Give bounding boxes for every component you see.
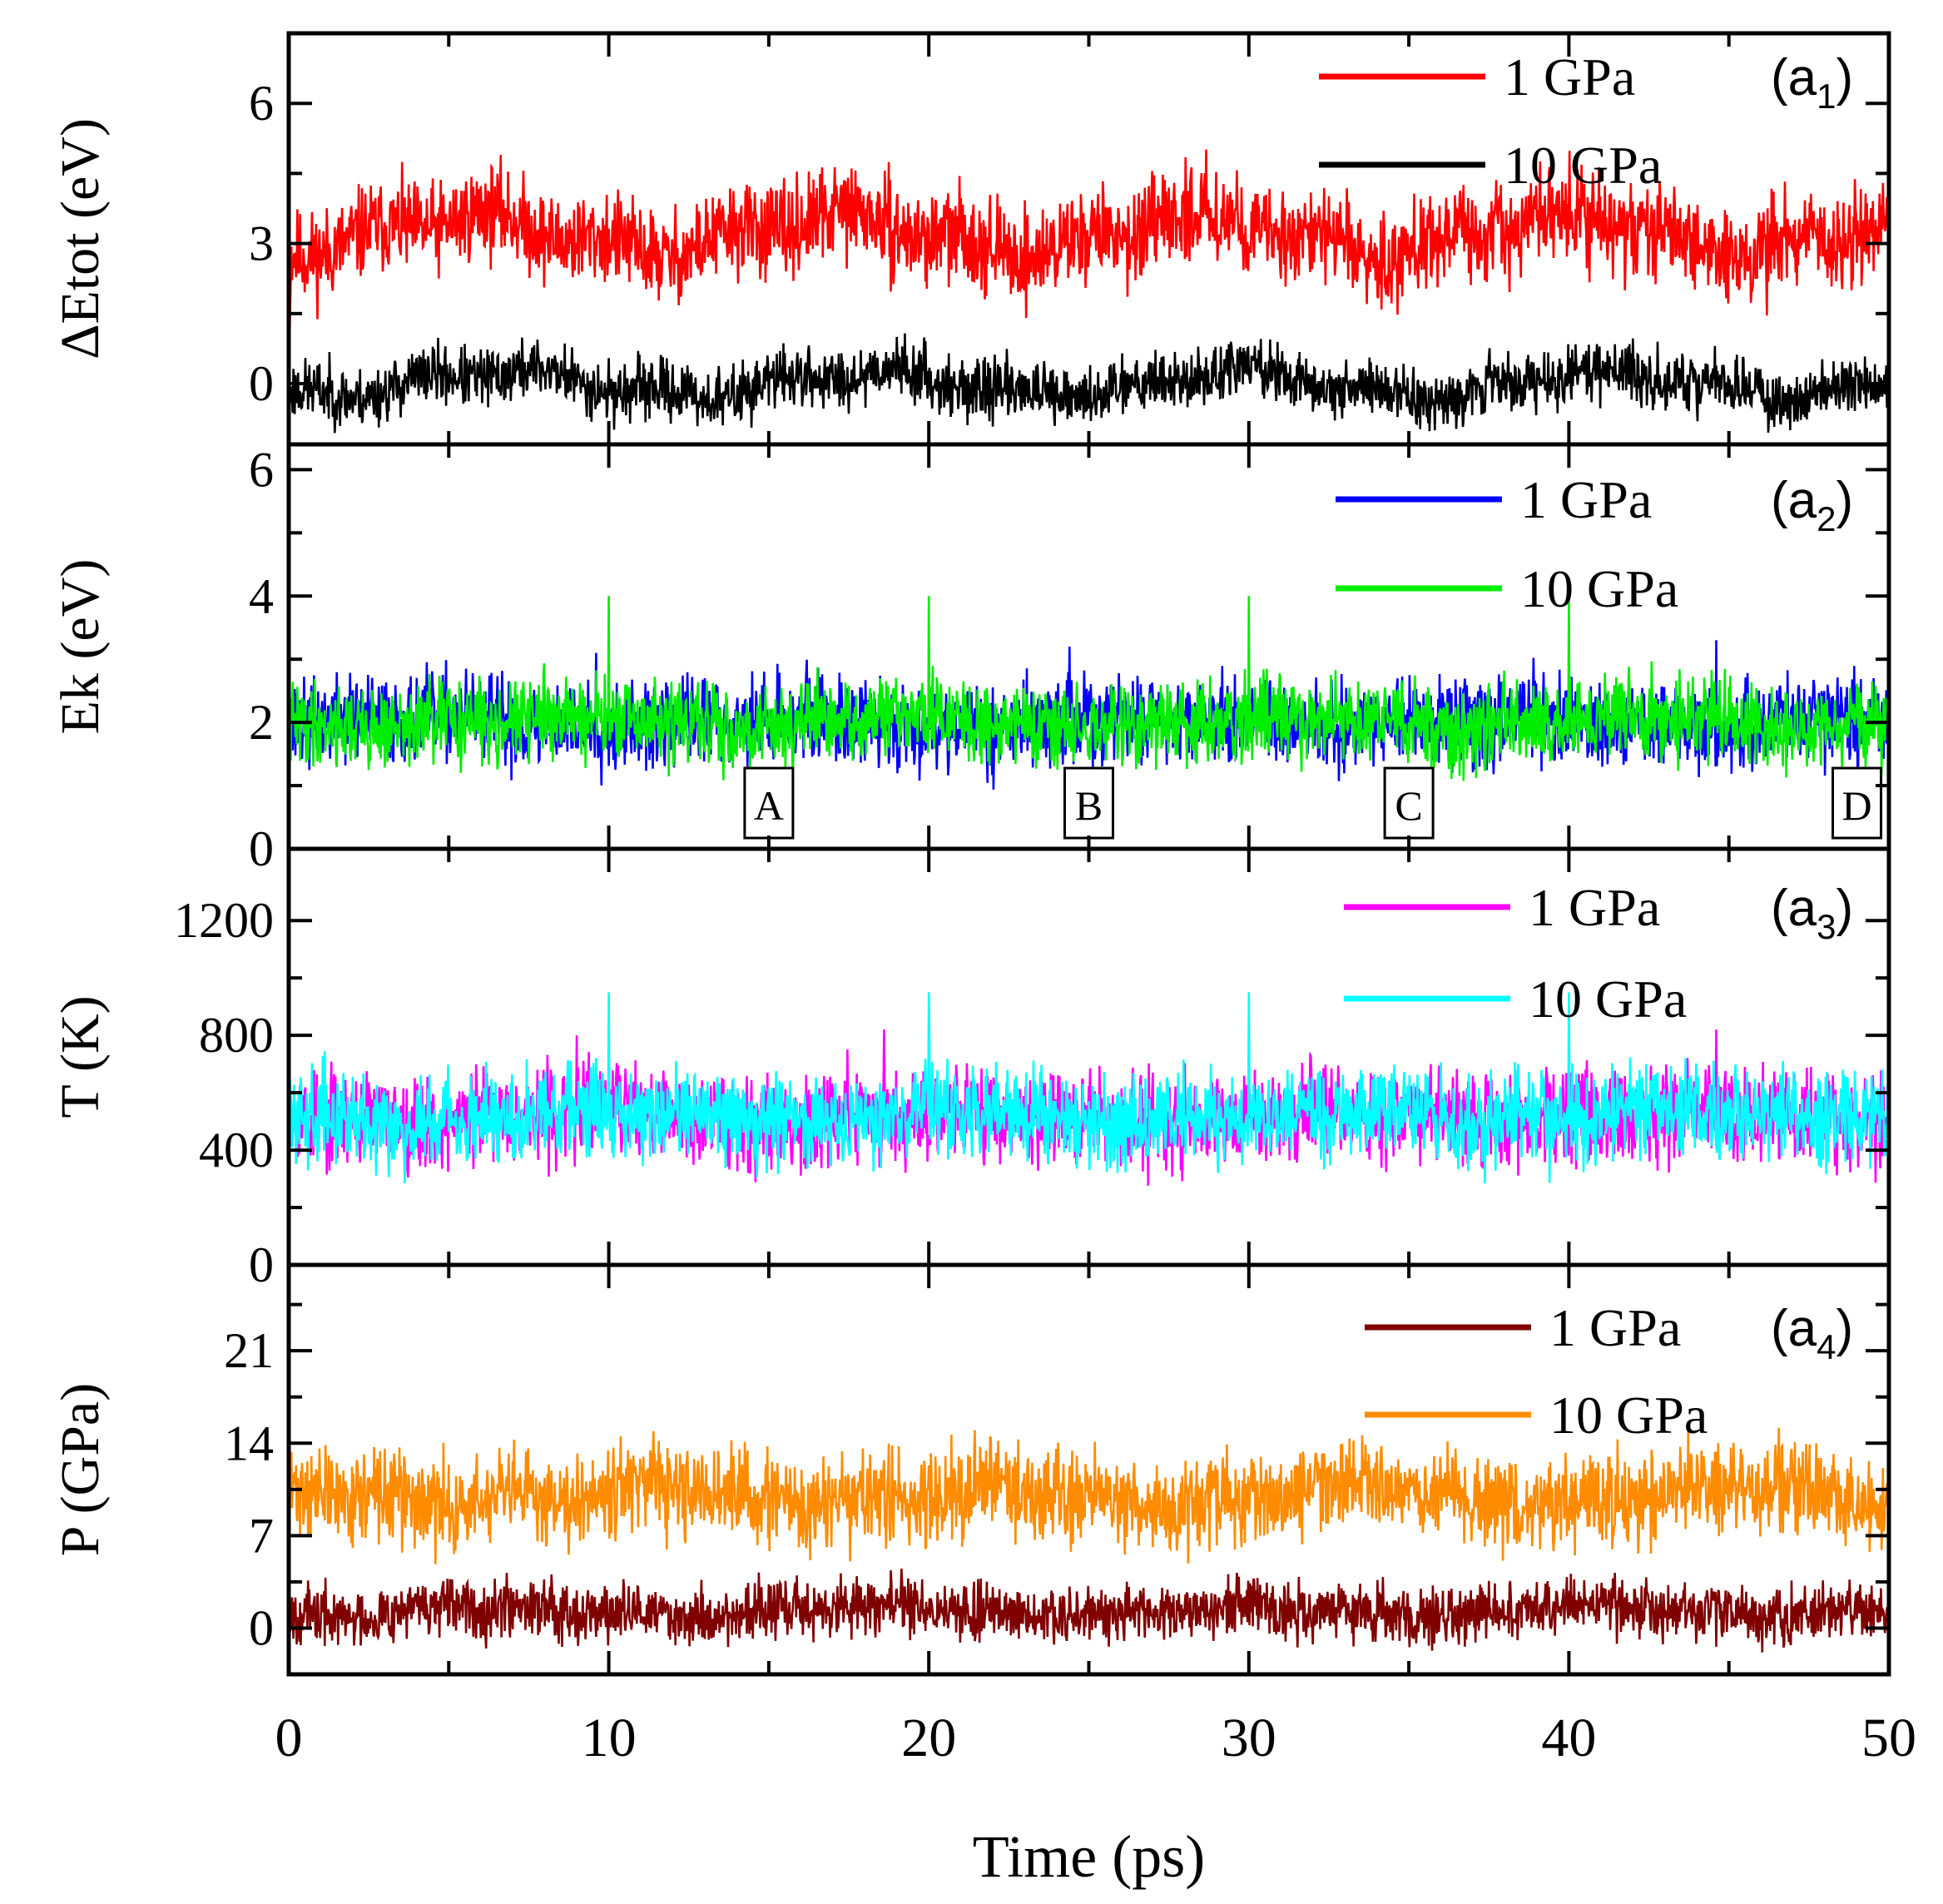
marker-box-A <box>743 766 795 840</box>
panel-a3: 0 400 800 1200 T (K) 1 GPa 10 GPa (a3) <box>50 846 1891 1292</box>
panel-tag: (a4) <box>1771 1300 1853 1366</box>
legend-label: 10 GPa <box>1520 559 1678 618</box>
y-tick-label: 7 <box>249 1508 274 1563</box>
panel-tag-sub: 4 <box>1817 1327 1836 1366</box>
legend-label: 10 GPa <box>1504 136 1662 195</box>
panel-tag: (a3) <box>1771 880 1853 946</box>
legend-label: 1 GPa <box>1529 878 1660 937</box>
x-tick-label: 40 <box>1541 1708 1596 1768</box>
panel-a1: 0 3 6 ΔEtot (eV) 1 GPa 10 GPa (a1) <box>50 31 1891 447</box>
y-tick-label: 3 <box>249 216 274 271</box>
marker-box-C <box>1383 766 1435 840</box>
marker-label-B: B <box>1075 782 1103 829</box>
panel-tag-main: (a <box>1771 1300 1817 1357</box>
panel-tag-close: ) <box>1836 49 1854 107</box>
y-tick-label: 14 <box>224 1416 274 1470</box>
x-tick-label: 10 <box>582 1708 637 1768</box>
y-tick-label: 0 <box>249 356 274 411</box>
y-tick-label: 0 <box>249 821 274 876</box>
panel-a4: 0 7 14 21 P (GPa) 1 GPa 10 GPa (a4) <box>50 1262 1891 1677</box>
series-line-a3-2 <box>289 992 1889 1184</box>
panel-tag-main: (a <box>1771 880 1817 937</box>
panel-tag-close: ) <box>1836 880 1854 937</box>
y-tick-label: 1200 <box>174 893 274 948</box>
y-tick-label: 2 <box>249 695 274 750</box>
y-axis-title: Ek (eV) <box>50 559 111 735</box>
panel-tag-close: ) <box>1836 1300 1854 1357</box>
panel-tag-close: ) <box>1836 472 1854 529</box>
legend-label: 1 GPa <box>1549 1298 1681 1357</box>
legend-label: 1 GPa <box>1504 47 1635 107</box>
y-axis-title: P (GPa) <box>50 1383 111 1556</box>
y-axis-title: T (K) <box>50 995 111 1118</box>
y-axis-title: ΔEtot (eV) <box>50 118 111 359</box>
y-tick-label: 400 <box>199 1123 274 1178</box>
series-line-a1-1 <box>289 80 1889 370</box>
panel-tag-sub: 1 <box>1817 77 1836 116</box>
legend-label: 10 GPa <box>1549 1386 1708 1445</box>
marker-label-A: A <box>754 782 784 829</box>
marker-label-D: D <box>1841 782 1871 829</box>
panel-tag-sub: 3 <box>1817 907 1836 946</box>
y-tick-label: 6 <box>249 442 274 497</box>
x-tick-label: 20 <box>901 1708 956 1768</box>
series-line-a1-2 <box>289 333 1889 434</box>
legend-label: 10 GPa <box>1529 969 1687 1029</box>
marker-box-D <box>1831 766 1883 840</box>
x-tick-label: 30 <box>1222 1708 1276 1768</box>
panel-tag: (a2) <box>1771 472 1853 538</box>
panel-tag-main: (a <box>1771 49 1817 107</box>
legend-label: 1 GPa <box>1520 470 1652 529</box>
x-axis-title: Time (ps) <box>973 1823 1205 1890</box>
y-tick-label: 0 <box>249 1600 274 1655</box>
panel-tag-main: (a <box>1771 472 1817 529</box>
y-tick-label: 800 <box>199 1008 274 1063</box>
y-tick-label: 6 <box>249 76 274 131</box>
series-line-a4-2 <box>289 1331 1889 1564</box>
x-tick-label: 50 <box>1861 1708 1916 1768</box>
y-tick-label: 4 <box>249 568 274 623</box>
panel-tag-sub: 2 <box>1817 499 1836 538</box>
y-tick-label: 0 <box>249 1237 274 1292</box>
y-tick-label: 21 <box>224 1323 274 1378</box>
series-line-a2-2 <box>289 596 1889 781</box>
panel-tag: (a1) <box>1771 49 1853 116</box>
x-tick-label: 0 <box>275 1708 303 1768</box>
marker-label-C: C <box>1395 782 1422 829</box>
series-line-a4-1 <box>289 1569 1889 1653</box>
